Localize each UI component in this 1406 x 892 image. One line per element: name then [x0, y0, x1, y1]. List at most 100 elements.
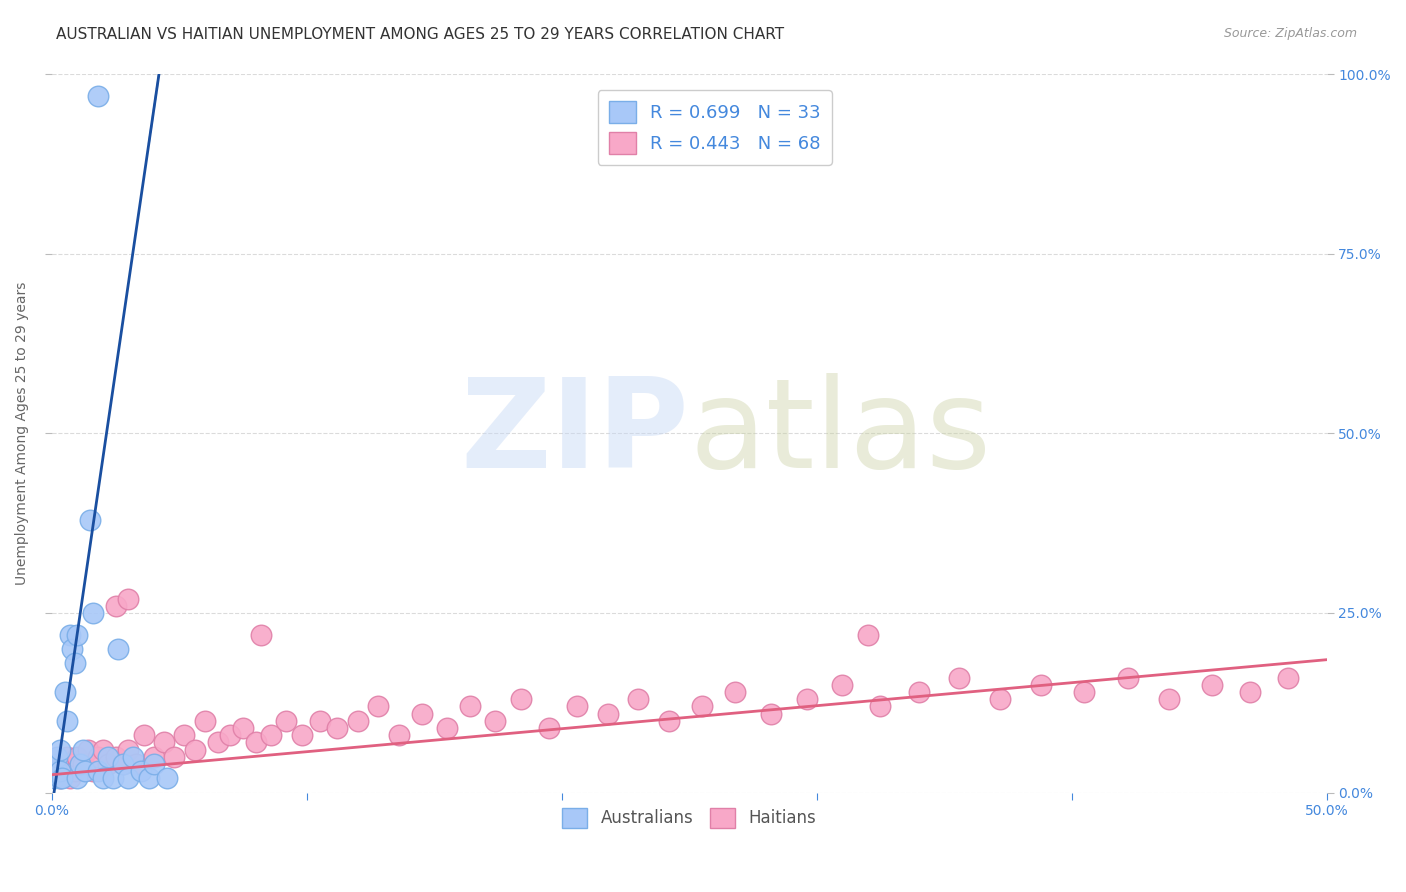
Point: [948, 671, 970, 685]
Point: [82, 764, 104, 778]
Point: [76, 742, 98, 756]
Point: [142, 756, 165, 771]
Point: [56, 749, 79, 764]
Point: [63, 764, 86, 778]
Point: [367, 699, 389, 714]
Point: [907, 685, 929, 699]
Point: [207, 735, 229, 749]
Point: [125, 756, 148, 771]
Point: [194, 714, 217, 728]
Point: [347, 714, 370, 728]
Point: [219, 728, 242, 742]
Point: [260, 728, 283, 742]
Point: [596, 706, 619, 721]
Point: [117, 772, 139, 786]
Point: [565, 699, 588, 714]
Text: ZIP: ZIP: [461, 373, 689, 494]
Point: [988, 692, 1011, 706]
Point: [232, 721, 254, 735]
Point: [510, 692, 533, 706]
Point: [869, 699, 891, 714]
Point: [66, 749, 89, 764]
Point: [82, 606, 104, 620]
Point: [59, 772, 82, 786]
Point: [122, 749, 145, 764]
Point: [856, 627, 879, 641]
Point: [796, 692, 818, 706]
Point: [458, 699, 481, 714]
Point: [163, 749, 186, 764]
Point: [104, 599, 127, 613]
Point: [101, 772, 124, 786]
Point: [60, 756, 83, 771]
Point: [46, 764, 69, 778]
Point: [107, 641, 129, 656]
Point: [59, 627, 82, 641]
Point: [60, 641, 83, 656]
Point: [53, 685, 76, 699]
Point: [326, 721, 349, 735]
Point: [411, 706, 433, 721]
Point: [117, 591, 139, 606]
Point: [1073, 685, 1095, 699]
Point: [1116, 671, 1139, 685]
Point: [48, 772, 70, 786]
Point: [104, 749, 127, 764]
Y-axis label: Unemployment Among Ages 25 to 29 years: Unemployment Among Ages 25 to 29 years: [15, 282, 30, 585]
Point: [73, 764, 96, 778]
Point: [156, 772, 179, 786]
Point: [690, 699, 713, 714]
Point: [53, 764, 76, 778]
Point: [48, 742, 70, 756]
Point: [388, 728, 411, 742]
Point: [97, 756, 120, 771]
Point: [250, 627, 273, 641]
Point: [1157, 692, 1180, 706]
Point: [48, 764, 70, 778]
Point: [87, 749, 110, 764]
Point: [308, 714, 330, 728]
Point: [658, 714, 681, 728]
Point: [46, 764, 69, 778]
Point: [831, 678, 853, 692]
Point: [63, 657, 86, 671]
Point: [245, 735, 267, 749]
Point: [117, 742, 139, 756]
Point: [79, 512, 101, 526]
Point: [51, 772, 73, 786]
Text: Source: ZipAtlas.com: Source: ZipAtlas.com: [1223, 27, 1357, 40]
Point: [48, 772, 70, 786]
Point: [627, 692, 650, 706]
Point: [112, 756, 135, 771]
Point: [759, 706, 782, 721]
Point: [173, 728, 195, 742]
Point: [138, 772, 160, 786]
Point: [142, 749, 165, 764]
Point: [1239, 685, 1261, 699]
Point: [91, 742, 114, 756]
Point: [132, 728, 155, 742]
Point: [1277, 671, 1299, 685]
Legend: Australians, Haitians: Australians, Haitians: [555, 801, 823, 835]
Point: [44, 772, 66, 786]
Point: [72, 742, 94, 756]
Point: [537, 721, 560, 735]
Point: [112, 756, 135, 771]
Point: [1201, 678, 1223, 692]
Point: [153, 735, 176, 749]
Point: [724, 685, 747, 699]
Point: [97, 749, 120, 764]
Point: [87, 88, 110, 103]
Point: [183, 742, 205, 756]
Point: [51, 756, 73, 771]
Point: [44, 756, 66, 771]
Point: [129, 764, 152, 778]
Text: AUSTRALIAN VS HAITIAN UNEMPLOYMENT AMONG AGES 25 TO 29 YEARS CORRELATION CHART: AUSTRALIAN VS HAITIAN UNEMPLOYMENT AMONG…: [56, 27, 785, 42]
Point: [72, 756, 94, 771]
Point: [87, 764, 110, 778]
Point: [69, 756, 91, 771]
Point: [66, 627, 89, 641]
Point: [46, 749, 69, 764]
Point: [56, 714, 79, 728]
Point: [91, 772, 114, 786]
